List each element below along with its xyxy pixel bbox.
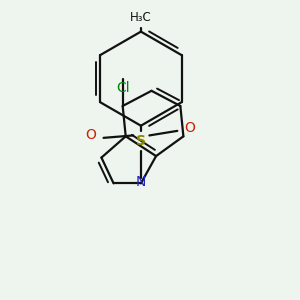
Text: N: N	[136, 176, 146, 190]
Text: H₃C: H₃C	[130, 11, 152, 24]
Text: O: O	[85, 128, 96, 142]
Text: Cl: Cl	[116, 81, 130, 95]
Text: O: O	[184, 121, 195, 135]
Text: S: S	[136, 134, 146, 148]
